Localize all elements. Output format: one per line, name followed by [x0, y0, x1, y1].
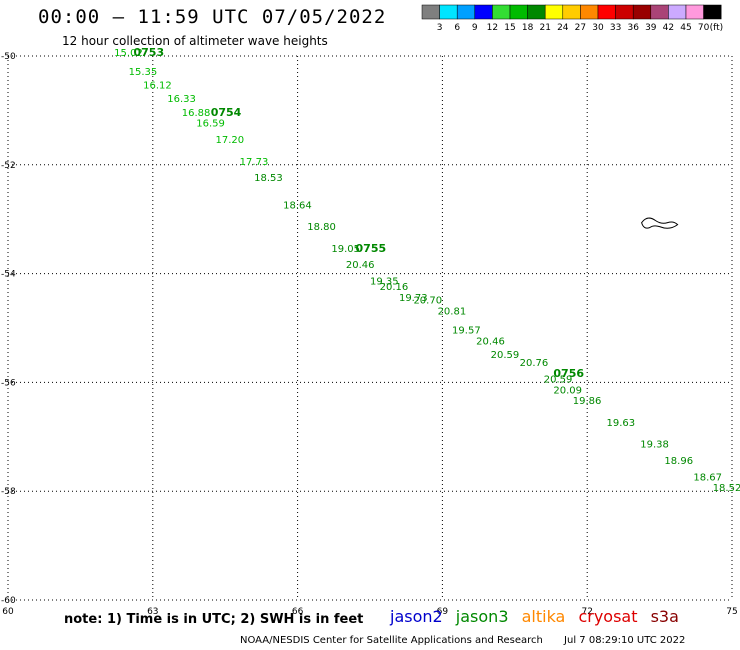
lon-tick-label: 75 [726, 607, 737, 615]
swh-label: 19.05 [331, 244, 360, 255]
generated-timestamp: Jul 7 08:29:10 UTC 2022 [564, 635, 686, 646]
legend-label: 27 [575, 23, 586, 33]
legend-label: 45 [680, 23, 691, 33]
legend-label: 42 [663, 23, 674, 33]
legend-label: 39 [645, 23, 657, 33]
legend-unit: (ft) [710, 23, 724, 33]
island-outline [641, 217, 679, 229]
satellite-legend: jason2 jason3 altika cryosat s3a [390, 607, 687, 626]
time-label: 0756 [553, 367, 584, 380]
swh-label: 16.12 [143, 81, 172, 92]
legend-label: 12 [487, 23, 498, 33]
legend-label: 24 [557, 23, 569, 33]
swh-label: 18.52 [713, 483, 740, 494]
credit-text: NOAA/NESDIS Center for Satellite Applica… [240, 635, 543, 646]
swh-label: 17.20 [216, 135, 245, 146]
swh-label: 16.33 [167, 94, 196, 105]
swh-label: 19.38 [640, 440, 669, 451]
satellite-s3a: s3a [650, 607, 679, 626]
swh-label: 18.96 [664, 456, 693, 467]
swh-label: 18.80 [307, 222, 336, 233]
swh-label: 16.59 [196, 119, 225, 130]
swh-label: 20.46 [346, 260, 375, 271]
lat-tick-label: -56 [1, 378, 16, 388]
satellite-cryosat: cryosat [578, 607, 638, 626]
legend-label: 15 [504, 23, 515, 33]
color-scale-legend: 3 6 9 12 15 18 21 24 27 30 33 36 39 42 45 70 (ft) [421, 4, 724, 33]
swh-label: 20.70 [413, 296, 442, 307]
lon-tick-label: 63 [147, 607, 158, 615]
swh-label: 20.59 [491, 350, 520, 361]
swh-label: 20.81 [438, 306, 467, 317]
swh-label: 15.35 [129, 67, 158, 78]
lon-tick-label: 69 [437, 607, 449, 615]
time-label: 0755 [356, 242, 387, 255]
swh-label: 20.59 [544, 374, 573, 385]
legend-label: 18 [522, 23, 534, 33]
legend-label: 21 [539, 23, 550, 33]
footer-note: note: 1) Time is in UTC; 2) SWH is in fe… [64, 612, 364, 627]
swh-label: 20.16 [380, 282, 409, 293]
swh-label: 18.64 [283, 200, 312, 211]
lon-tick-label: 66 [292, 607, 304, 615]
legend-label: 33 [610, 23, 621, 33]
swh-label: 19.57 [452, 325, 481, 336]
lon-tick-label: 60 [2, 607, 14, 615]
swh-label: 20.09 [553, 385, 582, 396]
page-subtitle: 12 hour collection of altimeter wave hei… [62, 34, 328, 48]
lat-tick-label: -50 [1, 52, 16, 62]
lon-tick-label: 72 [581, 607, 592, 615]
legend-label: 70 [698, 23, 710, 33]
swh-label: 19.73 [399, 293, 428, 304]
legend-label: 30 [592, 23, 604, 33]
credit-line: NOAA/NESDIS Center for Satellite Applica… [240, 635, 685, 646]
lat-tick-label: -52 [1, 161, 16, 171]
page-title: 00:00 – 11:59 UTC 07/05/2022 [38, 6, 387, 28]
swh-label: 15.02 [114, 48, 143, 59]
legend-label: 36 [627, 23, 639, 33]
time-label: 0754 [211, 106, 242, 119]
swh-label: 19.35 [370, 276, 399, 287]
swh-label: 18.67 [693, 472, 722, 483]
legend-label: 3 [437, 23, 443, 33]
satellite-jason2: jason2 [390, 607, 443, 626]
swh-label: 19.63 [607, 418, 636, 429]
swh-label: 18.53 [254, 173, 283, 184]
satellite-jason3: jason3 [455, 607, 509, 626]
satellite-altika: altika [521, 607, 566, 626]
legend-label: 6 [454, 23, 460, 33]
swh-label: 19.86 [573, 396, 602, 407]
lat-tick-label: -58 [1, 487, 16, 497]
legend-label: 9 [472, 23, 478, 33]
altimeter-map: 60 63 66 69 72 75 -50 -52 -54 -56 -58 -60 15.02 15.35… [1, 46, 740, 615]
swh-label: 16.88 [182, 108, 211, 119]
swh-label: 20.46 [476, 336, 505, 347]
time-label: 0753 [133, 46, 164, 59]
swh-label: 20.76 [520, 358, 549, 369]
lat-tick-label: -60 [1, 596, 16, 606]
legend-swatch-max [703, 4, 722, 20]
swh-label: 17.73 [240, 157, 269, 168]
lat-tick-label: -54 [1, 270, 16, 280]
